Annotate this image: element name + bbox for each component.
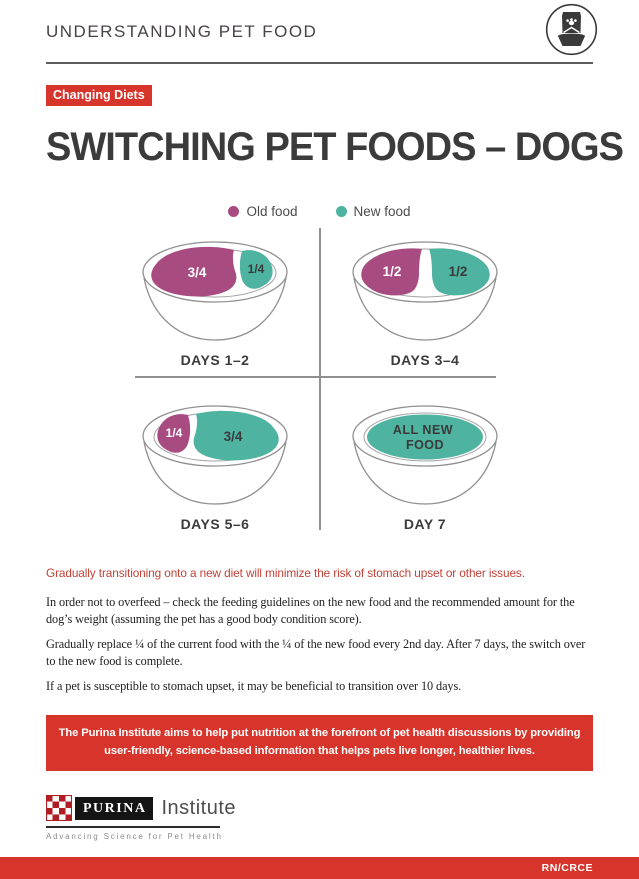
purina-mission-box: The Purina Institute aims to help put nu… [46, 714, 593, 771]
all-new-food-text: ALL NEW FOOD [393, 423, 457, 452]
bowl-graphic-day-7: ALL NEW FOOD [352, 405, 498, 505]
new-food-segment [429, 248, 490, 296]
old-food-fraction: 3/4 [188, 265, 207, 280]
bowl-label: DAYS 3–4 [390, 352, 460, 368]
purina-wordmark: PURINA [75, 796, 154, 820]
logo-underline [46, 826, 220, 828]
new-food-segment [367, 414, 483, 460]
purina-checkerboard-icon [46, 795, 72, 821]
pet-food-bag-and-bowl-icon [545, 3, 598, 56]
bowl-days-1-2: 3/4 1/4 DAYS 1–2 [110, 226, 320, 368]
vertical-divider [319, 228, 321, 530]
paragraph: Gradually replace ¼ of the current food … [46, 636, 586, 668]
legend: Old food New food [0, 204, 639, 219]
old-food-segment [361, 248, 422, 296]
paragraph: If a pet is susceptible to stomach upset… [46, 678, 462, 693]
new-food-dot-icon [335, 206, 347, 217]
paw-icon [566, 18, 577, 26]
category-badge: Changing Diets [46, 85, 152, 106]
old-food-fraction: 1/4 [166, 426, 183, 440]
legend-item-new-food: New food [335, 204, 411, 219]
body-copy: In order not to overfeed – check the fee… [46, 594, 593, 695]
bowl-label: DAY 7 [403, 516, 447, 532]
header: UNDERSTANDING PET FOOD [0, 0, 639, 62]
callout-text: Gradually transitioning onto a new diet … [46, 566, 525, 580]
bowl-label: DAYS 5–6 [180, 516, 250, 532]
header-divider [46, 62, 593, 64]
bowl-day-7: ALL NEW FOOD DAY 7 [320, 390, 530, 532]
new-food-segment [239, 250, 273, 289]
new-food-fraction: 3/4 [224, 429, 243, 444]
document-code: RN/CRCE [541, 862, 593, 874]
bowl-days-5-6: 1/4 3/4 DAYS 5–6 [110, 390, 320, 532]
purina-institute-logo: PURINA Institute Advancing Science for P… [46, 795, 236, 841]
new-food-fraction: 1/2 [449, 264, 468, 279]
legend-item-old-food: Old food [228, 204, 298, 219]
new-food-segment [193, 410, 279, 461]
old-food-segment [151, 246, 237, 297]
legend-label-new-food: New food [353, 204, 411, 219]
page-title: SWITCHING PET FOODS – DOGS [46, 125, 624, 169]
bowl-grid: 3/4 1/4 DAYS 1–2 1/2 1/2 DAYS 3–4 [110, 226, 530, 532]
institute-wordmark: Institute [161, 796, 236, 819]
old-food-dot-icon [228, 206, 240, 217]
header-title: UNDERSTANDING PET FOOD [46, 22, 318, 41]
old-food-fraction: 1/2 [383, 264, 402, 279]
logo-tagline: Advancing Science for Pet Health [46, 832, 223, 841]
new-food-fraction: 1/4 [248, 262, 265, 276]
paragraph: In order not to overfeed – check the fee… [46, 595, 575, 626]
bowl-graphic-days-1-2: 3/4 1/4 [142, 241, 288, 341]
bowl-graphic-days-3-4: 1/2 1/2 [352, 241, 498, 341]
horizontal-divider [135, 376, 496, 378]
bowl-label: DAYS 1–2 [180, 352, 250, 368]
legend-label-old-food: Old food [246, 204, 298, 219]
transition-diagram: 3/4 1/4 DAYS 1–2 1/2 1/2 DAYS 3–4 [0, 226, 639, 532]
bowl-days-3-4: 1/2 1/2 DAYS 3–4 [320, 226, 530, 368]
bowl-graphic-days-5-6: 1/4 3/4 [142, 405, 288, 505]
bottom-bar: RN/CRCE [0, 857, 639, 879]
old-food-segment [157, 414, 191, 453]
